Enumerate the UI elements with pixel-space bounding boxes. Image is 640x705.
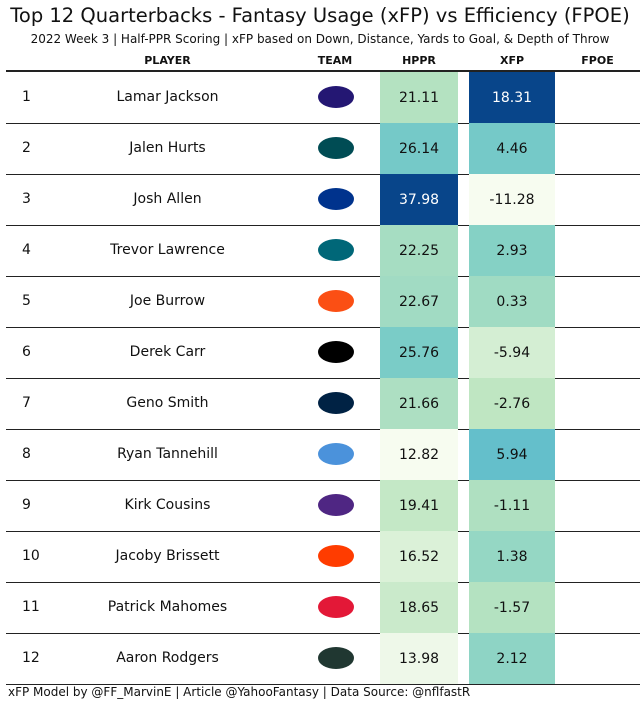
team-logo — [318, 341, 354, 363]
rank: 8 — [22, 446, 31, 462]
column-header: HPPR — [402, 54, 436, 67]
team-logo — [318, 494, 354, 516]
row-rule — [6, 531, 640, 532]
fpoe: 18.31 — [469, 72, 555, 123]
fpoe: 1.38 — [469, 531, 555, 582]
title: Top 12 Quarterbacks - Fantasy Usage (xFP… — [10, 4, 630, 27]
player: Jacoby Brissett — [115, 548, 220, 564]
fpoe: -5.94 — [469, 327, 555, 378]
column-header: PLAYER — [144, 54, 191, 67]
player: Trevor Lawrence — [110, 242, 225, 258]
row-rule — [6, 480, 640, 481]
column-header: TEAM — [317, 54, 353, 67]
fpoe: -2.76 — [469, 378, 555, 429]
team-logo — [318, 239, 354, 261]
team-logo — [318, 188, 354, 210]
row-rule — [6, 123, 640, 124]
player: Aaron Rodgers — [116, 650, 219, 666]
xfp: 21.11 — [380, 72, 458, 123]
team-logo — [318, 392, 354, 414]
player: Lamar Jackson — [116, 89, 219, 105]
fpoe: -11.28 — [469, 174, 555, 225]
fpoe: 2.12 — [469, 633, 555, 684]
column-header: FPOE — [581, 54, 614, 67]
row-rule — [6, 276, 640, 277]
row-rule — [6, 174, 640, 175]
player: Derek Carr — [129, 344, 206, 360]
team-logo — [318, 647, 354, 669]
rank: 1 — [22, 89, 31, 105]
rank: 9 — [22, 497, 31, 513]
xfp: 13.98 — [380, 633, 458, 684]
rank: 11 — [22, 599, 40, 615]
rank: 4 — [22, 242, 31, 258]
fpoe: -1.11 — [469, 480, 555, 531]
fpoe: 4.46 — [469, 123, 555, 174]
xfp: 22.25 — [380, 225, 458, 276]
row-rule — [6, 582, 640, 583]
row-rule — [6, 378, 640, 379]
rank: 10 — [22, 548, 40, 564]
xfp: 22.67 — [380, 276, 458, 327]
row-rule — [6, 327, 640, 328]
team-logo — [318, 137, 354, 159]
xfp: 19.41 — [380, 480, 458, 531]
xfp: 16.52 — [380, 531, 458, 582]
team-logo — [318, 290, 354, 312]
xfp: 25.76 — [380, 327, 458, 378]
subtitle: 2022 Week 3 | Half-PPR Scoring | xFP bas… — [30, 32, 610, 46]
fpoe: -1.57 — [469, 582, 555, 633]
footer: xFP Model by @FF_MarvinE | Article @Yaho… — [8, 685, 471, 699]
fpoe: 2.93 — [469, 225, 555, 276]
rank: 12 — [22, 650, 40, 666]
team-logo — [318, 86, 354, 108]
player: Joe Burrow — [129, 293, 206, 309]
xfp: 12.82 — [380, 429, 458, 480]
player: Ryan Tannehill — [117, 446, 218, 462]
rank: 5 — [22, 293, 31, 309]
xfp: 26.14 — [380, 123, 458, 174]
team-logo — [318, 443, 354, 465]
header-rule — [6, 70, 640, 72]
xfp: 18.65 — [380, 582, 458, 633]
row-rule — [6, 684, 640, 685]
rank: 3 — [22, 191, 31, 207]
column-header: XFP — [499, 54, 525, 67]
player: Kirk Cousins — [124, 497, 211, 513]
xfp: 37.98 — [380, 174, 458, 225]
player: Geno Smith — [126, 395, 209, 411]
rank: 7 — [22, 395, 31, 411]
row-rule — [6, 429, 640, 430]
rank: 2 — [22, 140, 31, 156]
row-rule — [6, 225, 640, 226]
team-logo — [318, 596, 354, 618]
player: Jalen Hurts — [129, 140, 206, 156]
team-logo — [318, 545, 354, 567]
fpoe: 0.33 — [469, 276, 555, 327]
fpoe: 5.94 — [469, 429, 555, 480]
xfp: 21.66 — [380, 378, 458, 429]
player: Josh Allen — [133, 191, 202, 207]
player: Patrick Mahomes — [107, 599, 228, 615]
row-rule — [6, 633, 640, 634]
rank: 6 — [22, 344, 31, 360]
